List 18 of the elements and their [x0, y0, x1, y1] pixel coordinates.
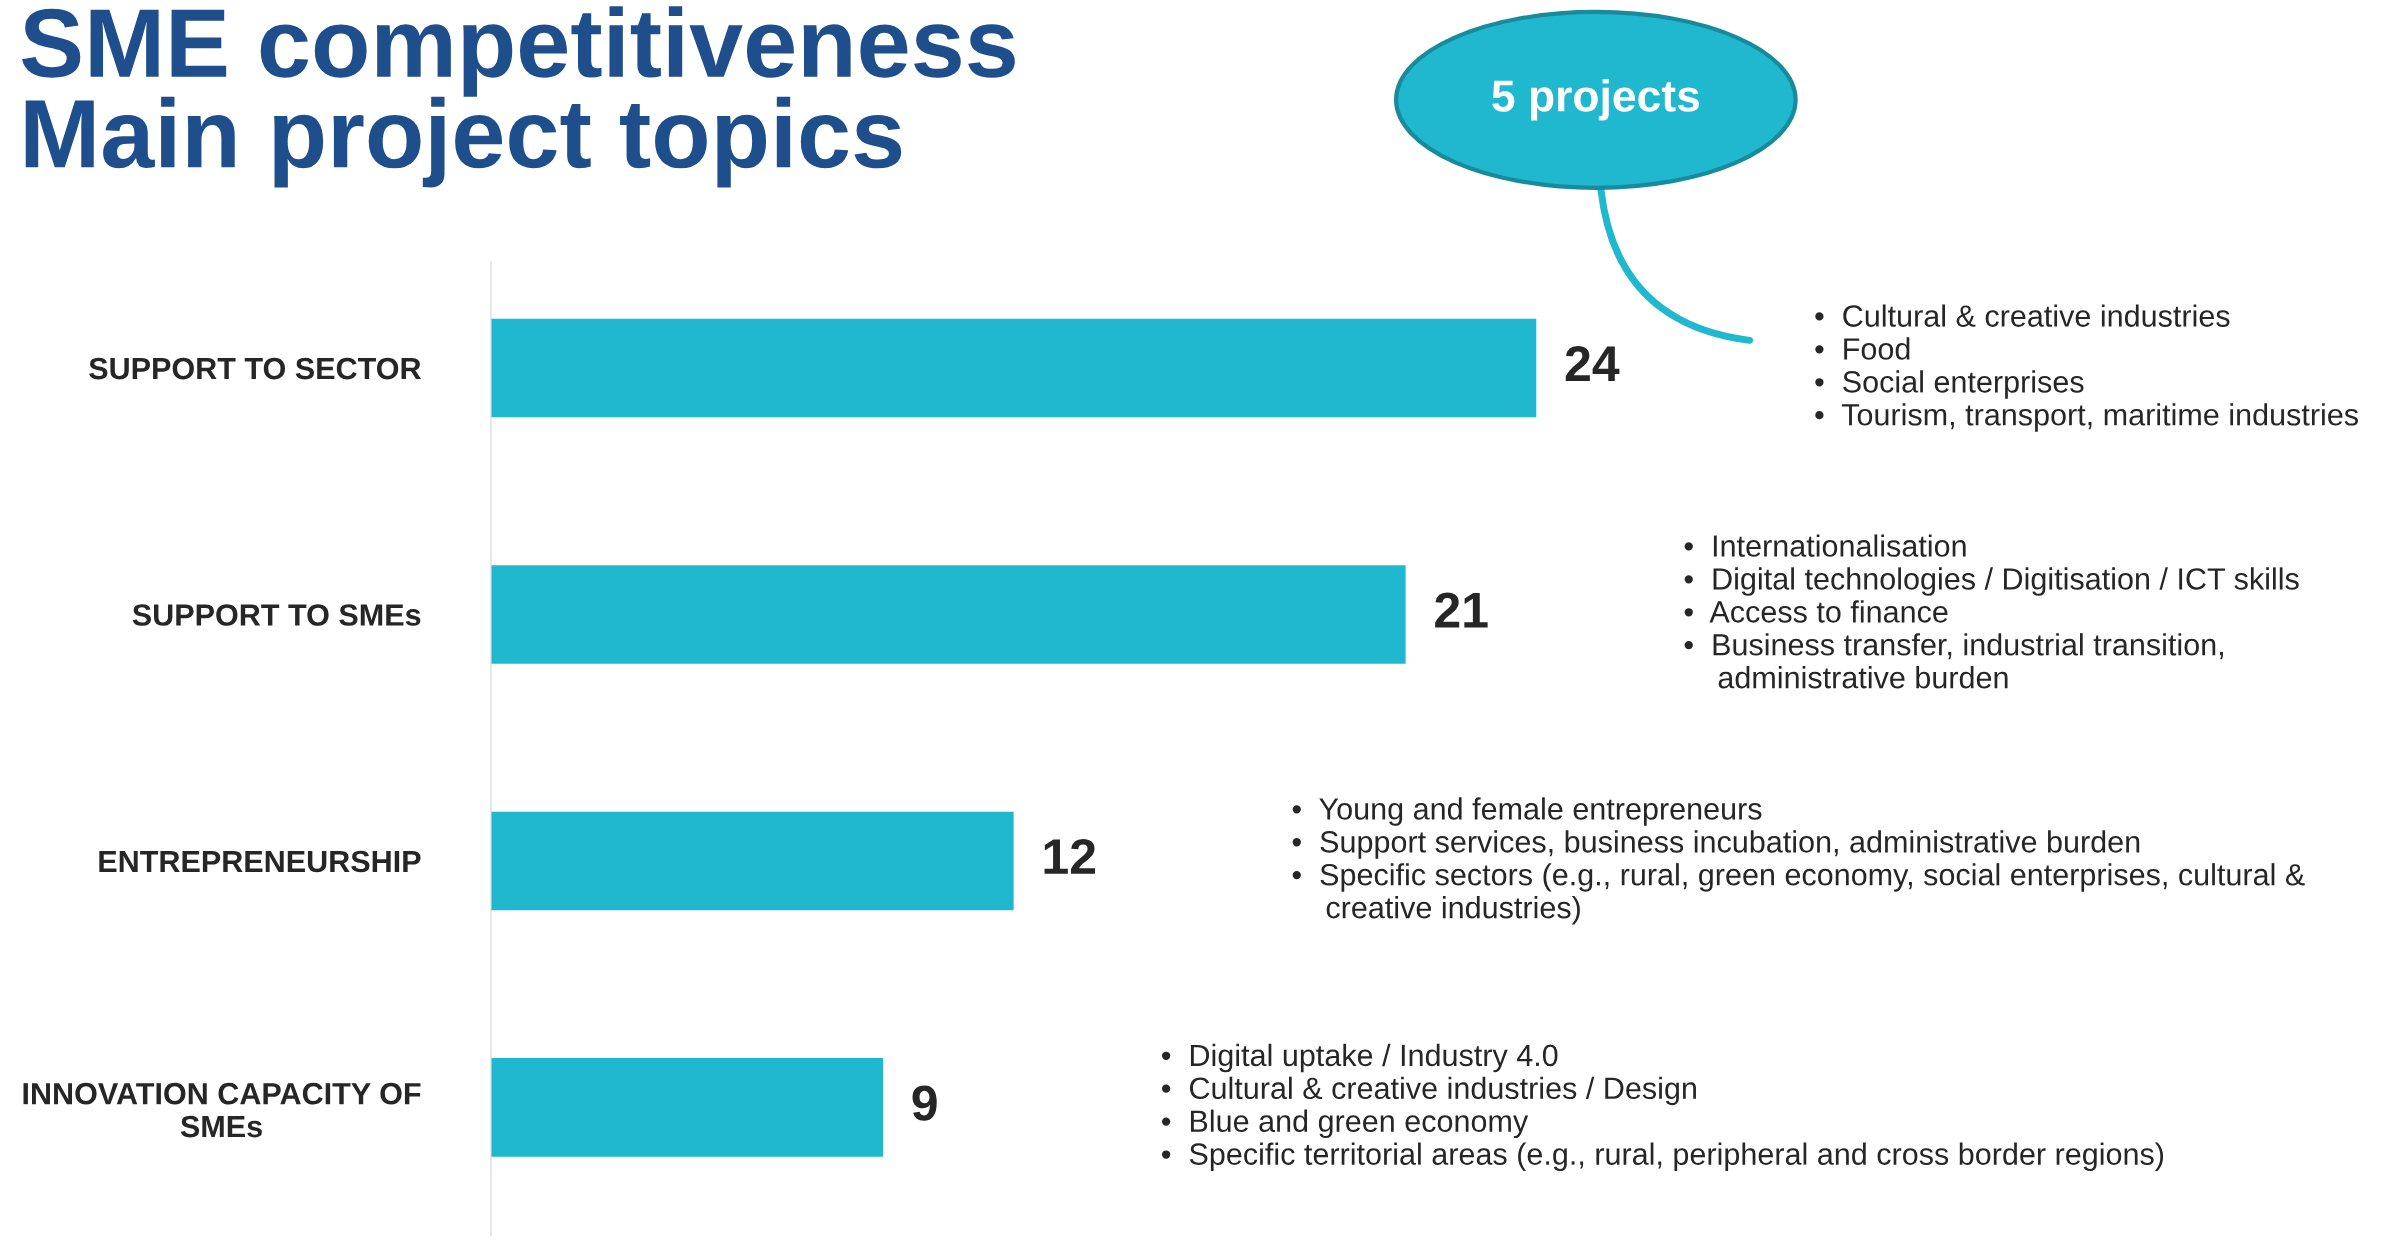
- y-tick-label: ENTREPRENEURSHIP: [99, 850, 421, 873]
- data-label: 12: [1044, 838, 1096, 874]
- bar: [491, 1058, 883, 1157]
- y-tick-label: INNOVATION CAPACITY OF SMEs: [23, 1082, 421, 1138]
- bar: [491, 811, 1014, 911]
- y-tick-label: SUPPORT TO SMEs: [132, 604, 421, 626]
- y-tick-label: SUPPORT TO SECTOR: [89, 357, 421, 380]
- annotation: • Digital uptake / Industry 4.0 • Cultural & creative industries / Design • Blue and green economy • Specific territorial areas (e.g., rural, peripheral and cross border regions): [1161, 1043, 2164, 1171]
- bar: [491, 318, 1537, 418]
- data-label: 9: [912, 1085, 937, 1121]
- data-label: 24: [1565, 346, 1620, 381]
- text: • Internationalisation • Digital technologies / Digitisation / ICT skills • Access to finance • Business transfer, industrial transition, administrative burden: [1684, 534, 2299, 689]
- text: 5 projects: [1492, 79, 1700, 121]
- chart-title: SME competitiveness Main project topics: [22, 6, 1015, 188]
- data-label: 21: [1435, 592, 1488, 628]
- bar: [491, 565, 1406, 664]
- annotation: • Young and female entrepreneurs • Support services, business incubation, administrative burden • Specific sectors (e.g., rural, green economy, social enterprises, cultural & creative industries): [1292, 797, 2305, 925]
- text: • Cultural & creative industries • Food • Social enterprises • Tourism, transport, maritime industries: [1815, 304, 2358, 432]
